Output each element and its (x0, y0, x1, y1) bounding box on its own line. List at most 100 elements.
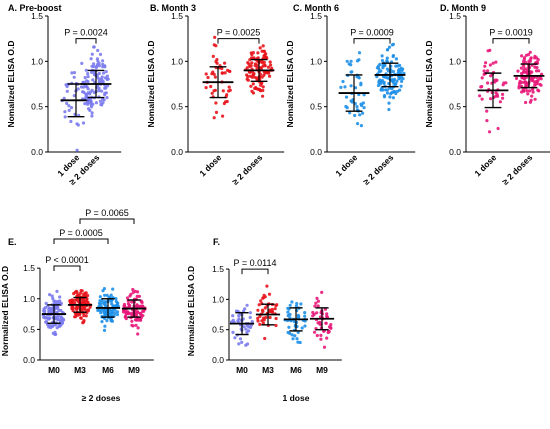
data-point (314, 301, 318, 305)
data-point (55, 289, 59, 293)
data-point (228, 88, 232, 92)
data-point (59, 323, 63, 327)
data-point (391, 42, 395, 46)
data-point (86, 308, 90, 312)
data-point (362, 93, 366, 97)
data-point (260, 319, 264, 323)
x-category-label: M3 (74, 365, 86, 375)
data-point (260, 81, 264, 85)
data-point (110, 302, 114, 306)
data-point (528, 100, 533, 104)
x-category-label: M0 (236, 365, 248, 375)
data-point (101, 80, 105, 84)
data-point (396, 64, 400, 68)
data-point (391, 79, 395, 83)
significance-bracket (79, 218, 135, 224)
data-point (538, 82, 542, 86)
data-point (103, 86, 107, 90)
data-point (95, 64, 99, 68)
data-point (245, 77, 249, 81)
data-point (360, 103, 364, 108)
data-point (488, 63, 492, 67)
data-point (221, 89, 225, 93)
data-point (65, 84, 69, 89)
data-point (382, 95, 387, 99)
data-point (498, 100, 502, 104)
y-tick-label: 1.5 (171, 11, 183, 21)
data-point (76, 87, 80, 91)
data-point (131, 287, 135, 292)
data-point (303, 311, 307, 315)
panel-title: C. Month 6 (293, 3, 339, 13)
data-point (48, 323, 52, 328)
y-tick-label: 0.0 (31, 147, 43, 157)
data-point (385, 67, 389, 71)
data-point (248, 70, 252, 74)
x-category-label: ≥ 2 doses (500, 152, 535, 187)
data-point (501, 96, 505, 100)
data-point (350, 70, 354, 74)
data-point (268, 315, 272, 320)
data-point (103, 311, 107, 315)
data-point (262, 49, 266, 53)
data-point (359, 83, 363, 87)
data-point (71, 307, 75, 311)
data-point (519, 66, 524, 70)
x-axis-title: ≥ 2 doses (82, 393, 121, 403)
data-point (83, 76, 87, 80)
data-point (84, 68, 88, 72)
data-point (244, 327, 248, 331)
data-point (133, 318, 138, 322)
y-tick-label: 1.0 (171, 56, 183, 66)
data-point (387, 101, 391, 105)
x-axis-title: 1 dose (283, 393, 310, 403)
data-point (275, 303, 279, 307)
data-point (59, 316, 64, 320)
x-category-label: M3 (262, 365, 274, 375)
data-point (98, 52, 103, 57)
data-point (319, 337, 323, 341)
data-point (72, 75, 76, 79)
data-point (256, 87, 260, 91)
data-point (141, 304, 145, 308)
data-point (261, 44, 265, 48)
data-point (211, 54, 215, 59)
data-point (316, 304, 320, 308)
data-point (88, 108, 92, 112)
data-point (106, 84, 110, 88)
data-point (268, 308, 272, 312)
data-point (519, 81, 523, 85)
data-point (295, 337, 299, 341)
p-value-label: P = 0.0114 (234, 258, 277, 268)
data-point (401, 77, 405, 81)
data-point (523, 76, 527, 80)
data-point (92, 45, 96, 49)
data-point (83, 294, 87, 298)
x-category-label: 1 dose (333, 152, 359, 178)
data-point (261, 94, 265, 98)
data-point (101, 65, 105, 69)
y-tick-label: 0.0 (212, 355, 224, 365)
data-point (286, 310, 290, 314)
data-point (522, 68, 526, 72)
data-point (291, 337, 295, 341)
data-point (75, 148, 79, 152)
y-tick-label: 1.5 (310, 11, 322, 21)
data-point (57, 308, 61, 312)
data-point (248, 315, 252, 320)
data-point (115, 313, 119, 317)
data-point (86, 75, 90, 79)
y-tick-label: 1.0 (212, 294, 224, 304)
data-point (47, 310, 51, 314)
data-point (303, 324, 307, 328)
data-point (482, 69, 486, 73)
data-point (136, 290, 140, 294)
data-point (269, 63, 273, 67)
panel-title: B. Month 3 (150, 3, 196, 13)
data-point (212, 116, 216, 120)
data-point (537, 89, 541, 93)
data-point (67, 108, 71, 112)
data-point (84, 85, 89, 89)
data-point (213, 75, 217, 79)
data-point (523, 80, 528, 84)
